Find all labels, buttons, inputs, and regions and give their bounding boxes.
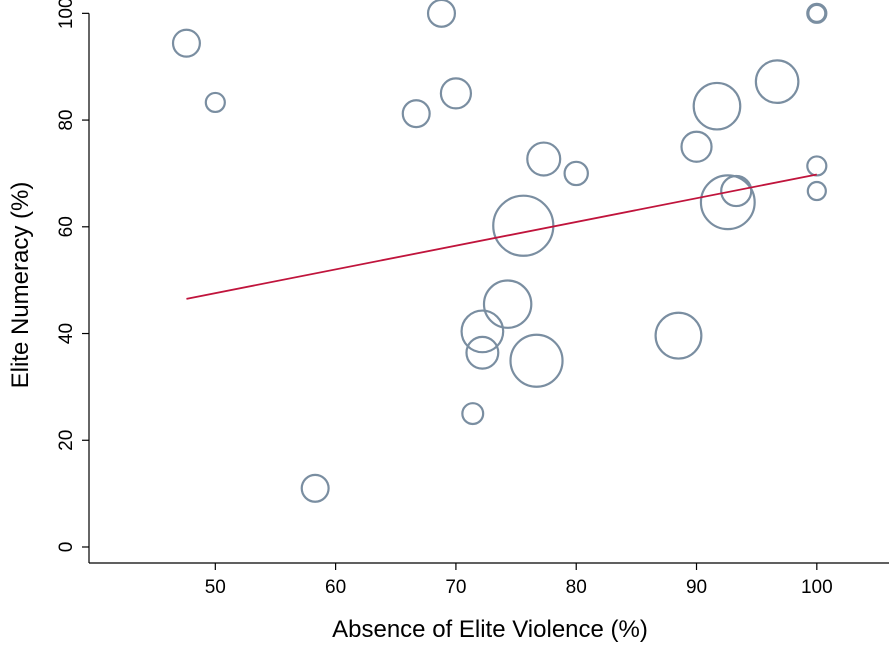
data-point (509, 333, 564, 388)
y-tick-label: 60 (56, 216, 77, 237)
data-point (720, 174, 753, 208)
data-point (807, 3, 827, 23)
x-tick-label: 100 (801, 577, 833, 598)
bubbles (171, 0, 828, 503)
data-point (699, 174, 756, 231)
data-point (526, 141, 562, 177)
data-point (439, 77, 473, 110)
x-ticks: 50 60 70 80 90 100 (205, 563, 833, 598)
data-point (300, 473, 330, 503)
y-tick-label: 0 (56, 542, 77, 553)
fit-line (186, 173, 817, 300)
data-point (654, 311, 703, 360)
data-point (806, 180, 827, 202)
y-tick-label: 20 (56, 430, 77, 451)
data-point (482, 279, 533, 329)
axes (88, 13, 889, 564)
data-point (754, 59, 800, 104)
data-point (692, 81, 742, 131)
data-point (460, 309, 505, 354)
data-point (680, 130, 713, 163)
data-point (171, 28, 201, 58)
data-point (204, 91, 226, 114)
x-tick-label: 90 (686, 577, 707, 598)
data-point (465, 335, 500, 370)
data-point (806, 155, 828, 177)
y-ticks: 0 20 40 60 80 100 (56, 0, 89, 552)
data-point (426, 0, 457, 28)
x-tick-label: 80 (566, 577, 587, 598)
data-point (492, 194, 555, 257)
x-tick-label: 60 (325, 577, 346, 598)
y-tick-label: 40 (56, 323, 77, 344)
y-tick-label: 100 (56, 0, 77, 29)
x-tick-label: 70 (445, 577, 466, 598)
data-point (461, 402, 485, 426)
x-tick-label: 50 (205, 577, 226, 598)
y-axis-title: Elite Numeracy (%) (7, 182, 34, 389)
data-point (401, 99, 431, 129)
y-tick-label: 80 (56, 109, 77, 130)
data-point (563, 160, 589, 187)
x-axis-title: Absence of Elite Violence (%) (332, 616, 648, 643)
